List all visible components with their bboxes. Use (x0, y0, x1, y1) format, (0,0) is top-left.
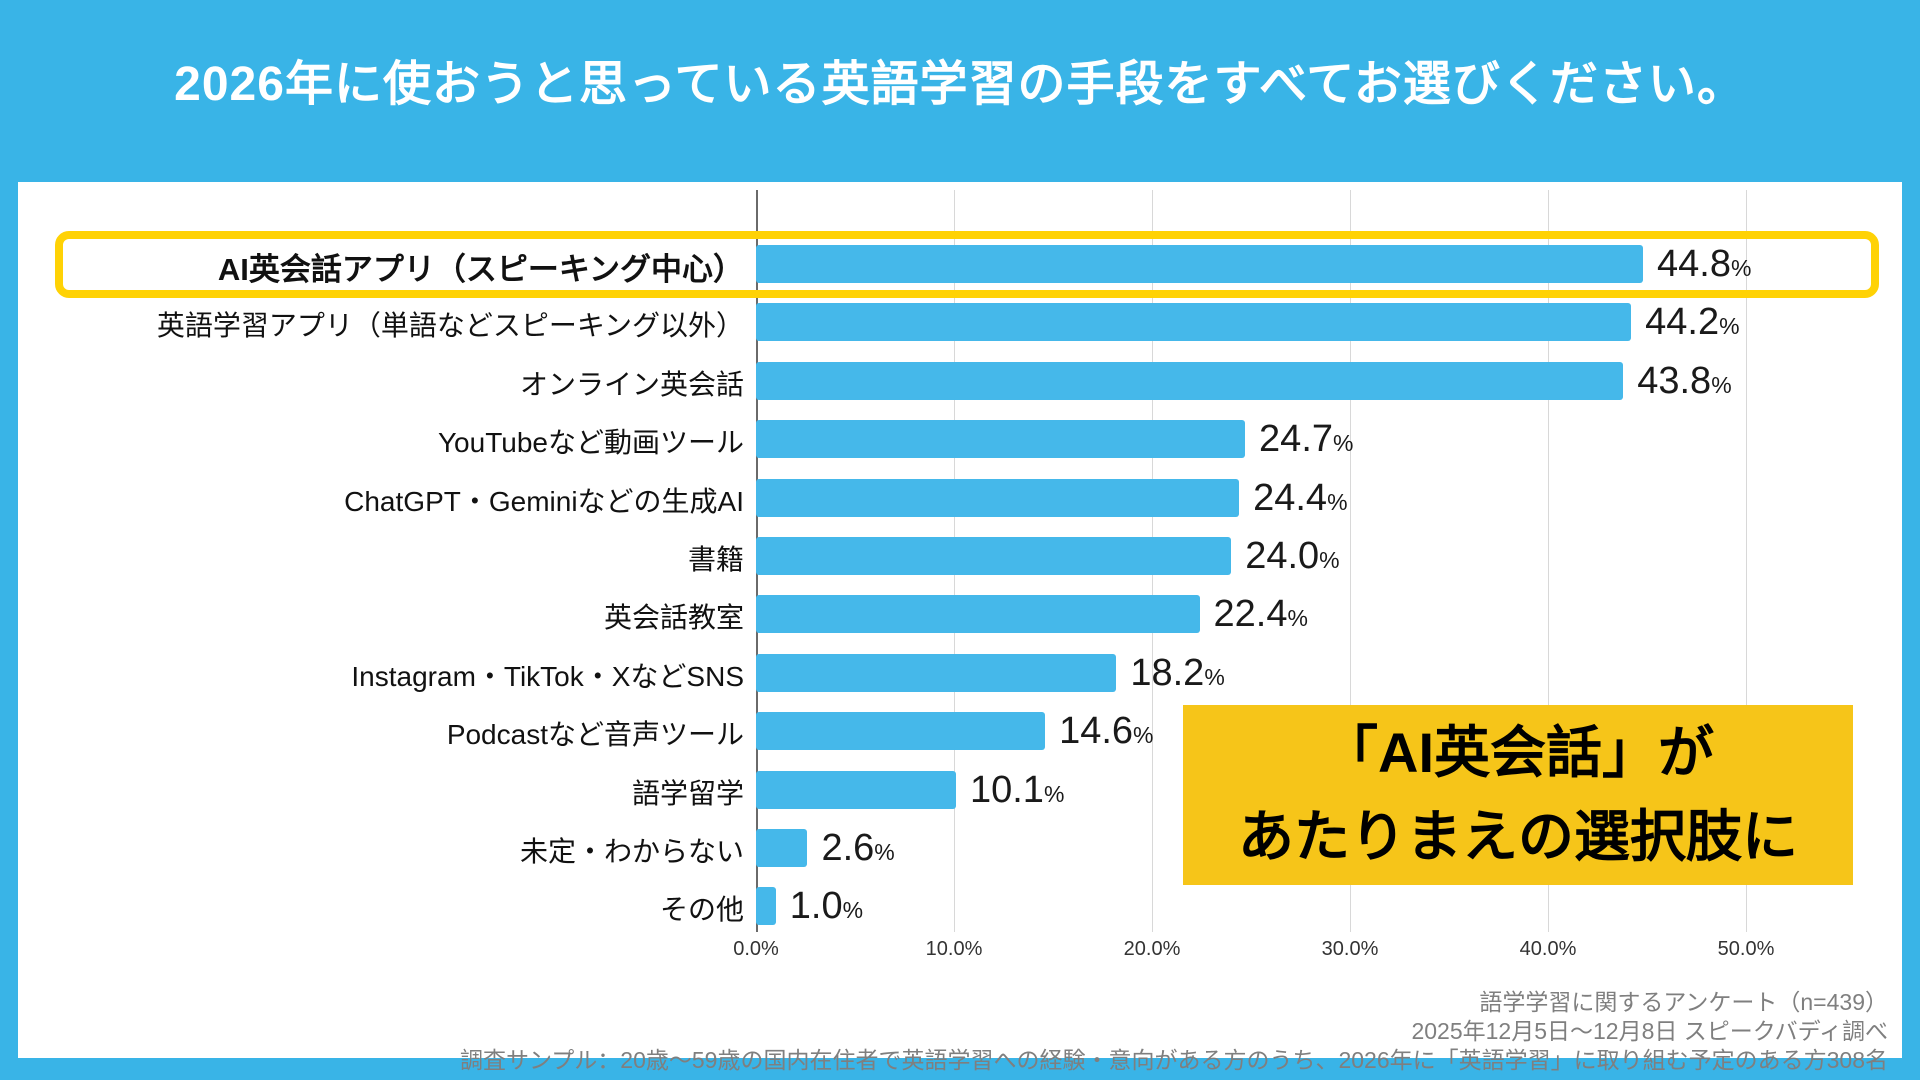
category-label: 英語学習アプリ（単語などスピーキング以外） (156, 310, 744, 342)
bar (756, 303, 1632, 342)
survey-source-note: 語学学習に関するアンケート（n=439） 2025年12月5日～12月8日 スピ… (288, 988, 1888, 1075)
value-unit: % (1287, 605, 1308, 632)
value-unit: % (1731, 255, 1752, 281)
value-unit: % (1327, 488, 1348, 515)
category-label: 未定・わからない (519, 836, 744, 867)
value-unit: % (1711, 371, 1732, 398)
value-label: 14.6% (1059, 710, 1153, 753)
category-label: 英会話教室 (603, 602, 744, 634)
source-line-period: 2025年12月5日～12月8日 スピークバディ調べ (1411, 1018, 1888, 1044)
value-number: 24.4 (1253, 476, 1328, 519)
bar (756, 595, 1200, 634)
x-axis-tick-label: 40.0% (1519, 938, 1577, 960)
chart-card: 0.0% 10.0% 20.0% 30.0% 40.0% 50.0% AI英会話アプリ（スピ… (18, 182, 1902, 1073)
value-number: 14.6 (1059, 710, 1134, 753)
callout-line1: 「AI英会話」が (1322, 721, 1714, 784)
value-label: 2.6% (821, 827, 894, 870)
value-label: 24.7% (1259, 418, 1353, 461)
value-label: 10.1% (970, 769, 1064, 812)
category-label: 書籍 (687, 544, 744, 575)
category-label: Podcastなど音声ツール (446, 719, 744, 751)
value-unit: % (1319, 547, 1340, 573)
gridline (1746, 190, 1747, 932)
bar (756, 829, 808, 867)
value-unit: % (874, 839, 895, 865)
x-axis-tick-label: 20.0% (1123, 938, 1181, 960)
gridline (1350, 190, 1351, 932)
value-number: 43.8 (1637, 359, 1712, 402)
value-number: 1.0 (789, 885, 843, 928)
bar (756, 653, 1117, 692)
value-number: 22.4 (1213, 593, 1288, 636)
category-label: オンライン英会話 (519, 368, 744, 400)
gridline (1548, 190, 1549, 932)
value-number: 24.7 (1259, 418, 1334, 461)
highlight-ring (55, 230, 1879, 298)
source-line-survey: 語学学習に関するアンケート（n=439） (1479, 989, 1888, 1015)
bar (756, 712, 1046, 751)
value-label: 18.2% (1130, 652, 1224, 695)
value-unit: % (1043, 780, 1065, 807)
value-number: 24.0 (1245, 535, 1320, 577)
value-number: 10.1 (969, 768, 1044, 811)
value-label: 44.2% (1645, 301, 1739, 344)
category-label: YouTubeなど動画ツール (437, 427, 744, 459)
bar (756, 537, 1232, 575)
x-axis-tick-label: 0.0% (733, 938, 779, 960)
x-axis-tick-label: 50.0% (1717, 938, 1775, 960)
bar-chart: 0.0% 10.0% 20.0% 30.0% 40.0% 50.0% AI英会話アプリ（スピ… (18, 182, 1902, 982)
value-unit: % (1719, 313, 1740, 340)
value-unit: % (1204, 663, 1225, 690)
x-axis-tick-label: 30.0% (1321, 938, 1379, 960)
bar (756, 245, 1644, 283)
survey-question-title: 2026年に使おうと思っている英語学習の手段をすべてお選びください。 (174, 58, 1746, 111)
value-unit: % (842, 897, 864, 924)
bar (756, 420, 1246, 459)
value-label: 22.4% (1214, 593, 1308, 636)
value-unit: % (1333, 430, 1354, 457)
value-label: 1.0% (790, 885, 863, 928)
category-label: その他 (659, 894, 744, 926)
value-number: 44.8 (1657, 243, 1731, 285)
category-label: Instagram・TikTok・XなどSNS (351, 660, 744, 692)
value-unit: % (1133, 722, 1154, 749)
callout-line2: あたりまえの選択肢に (1238, 805, 1798, 868)
key-takeaway-callout: 「AI英会話」が あたりまえの選択肢に (1183, 705, 1853, 885)
value-number: 18.2 (1130, 651, 1205, 694)
bar (756, 361, 1624, 400)
category-label: ChatGPT・Geminiなどの生成AI (344, 485, 744, 517)
bar (756, 478, 1240, 517)
value-label: 44.8% (1657, 243, 1751, 286)
value-number: 44.2 (1645, 301, 1720, 344)
bar (756, 887, 776, 926)
value-number: 2.6 (821, 827, 875, 869)
value-label: 24.0% (1245, 535, 1339, 578)
value-label: 24.4% (1253, 477, 1347, 520)
category-label: AI英会話アプリ（スピーキング中心） (217, 252, 744, 287)
bar (756, 770, 956, 809)
value-label: 43.8% (1637, 360, 1731, 403)
x-axis-tick-label: 10.0% (925, 938, 983, 960)
category-label: 語学留学 (631, 777, 744, 809)
source-line-sample: 調査サンプル：20歳～59歳の国内在住者で英語学習への経験・意向がある方のうち、… (459, 1047, 1888, 1073)
